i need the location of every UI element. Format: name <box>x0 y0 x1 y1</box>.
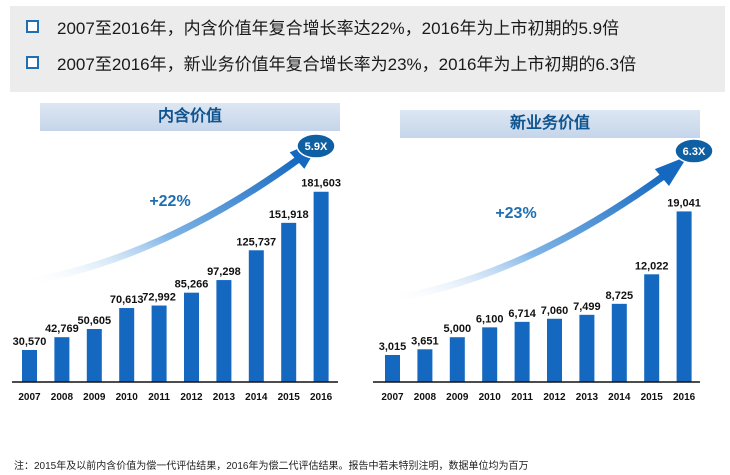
x-tick-label: 2009 <box>446 392 469 403</box>
bar-value-label: 125,737 <box>236 236 276 248</box>
growth-arrow-head <box>654 156 688 187</box>
bar-value-label: 42,769 <box>45 323 79 335</box>
bar-chart-2: +23% 3,015 2007 3,651 2008 5,000 2009 6,100 2010… <box>373 138 714 403</box>
x-tick-label: 2014 <box>608 392 631 403</box>
bar-value-label: 70,613 <box>110 294 144 306</box>
bar-value-label: 3,651 <box>411 335 439 347</box>
bar-value-label: 8,725 <box>606 290 634 302</box>
multiple-badge-label: 5.9X <box>305 141 328 153</box>
bar <box>514 321 530 382</box>
bar <box>119 308 135 382</box>
bar-value-label: 3,015 <box>379 341 407 353</box>
bar-value-label: 7,060 <box>541 305 569 317</box>
growth-rate-label: +23% <box>495 205 536 222</box>
x-tick-label: 2015 <box>641 392 664 403</box>
bar <box>644 274 660 382</box>
bar-value-label: 19,041 <box>667 197 701 209</box>
x-tick-label: 2012 <box>543 392 566 403</box>
x-tick-label: 2007 <box>381 392 404 403</box>
bullet-item: 2007至2016年，内含价值年复合增长率达22%，2016年为上市初期的5.9… <box>26 14 619 38</box>
x-tick-label: 2013 <box>213 392 236 403</box>
x-tick-label: 2009 <box>83 392 106 403</box>
multiple-badge-label: 6.3X <box>683 146 706 158</box>
x-tick-label: 2016 <box>673 392 696 403</box>
bar <box>281 222 297 382</box>
bar-value-label: 50,605 <box>77 315 111 327</box>
growth-arrow <box>381 171 669 304</box>
multiple-badge <box>296 133 336 159</box>
bar <box>482 327 498 382</box>
bar-value-label: 6,100 <box>476 313 504 325</box>
x-tick-label: 2010 <box>479 392 502 403</box>
bar-value-label: 72,992 <box>142 292 176 304</box>
bar <box>151 305 167 382</box>
x-tick-label: 2010 <box>116 392 139 403</box>
bar <box>313 191 329 382</box>
bullet-square-icon <box>26 19 39 33</box>
growth-arrow <box>18 154 304 287</box>
bullet-square-icon <box>26 55 39 69</box>
bar <box>676 211 692 382</box>
x-tick-label: 2015 <box>278 392 301 403</box>
bar <box>184 292 199 382</box>
x-tick-label: 2008 <box>51 392 74 403</box>
x-tick-label: 2012 <box>180 392 203 403</box>
bar <box>385 354 400 382</box>
bar <box>579 314 595 382</box>
bar <box>86 328 102 382</box>
bar-value-label: 12,022 <box>635 260 669 272</box>
bar-value-label: 181,603 <box>301 178 341 190</box>
growth-rate-label: +22% <box>149 193 190 210</box>
x-tick-label: 2011 <box>511 392 533 403</box>
bar-value-label: 85,266 <box>175 279 209 291</box>
bar <box>449 337 465 382</box>
summary-panel: 2007至2016年，内含价值年复合增长率达22%，2016年为上市初期的5.9… <box>10 6 725 92</box>
bar <box>248 250 264 382</box>
bar-value-label: 97,298 <box>207 266 241 278</box>
bar <box>417 349 433 382</box>
chart-title-vnb: 新业务价值 <box>400 110 700 138</box>
bar-value-label: 30,570 <box>13 336 47 348</box>
bullet-text: 2007至2016年，内含价值年复合增长率达22%，2016年为上市初期的5.9… <box>57 18 620 38</box>
bar-value-label: 7,499 <box>573 301 601 313</box>
x-tick-label: 2014 <box>245 392 268 403</box>
bar <box>611 303 627 382</box>
multiple-badge <box>674 138 714 164</box>
x-tick-label: 2013 <box>576 392 599 403</box>
x-tick-label: 2016 <box>310 392 333 403</box>
bar <box>54 337 70 382</box>
bar <box>216 280 232 382</box>
bar-value-label: 6,714 <box>508 308 536 320</box>
x-tick-label: 2007 <box>18 392 41 403</box>
bar <box>22 349 37 382</box>
chart-title-ev: 内含价值 <box>40 103 340 131</box>
x-tick-label: 2008 <box>414 392 437 403</box>
footnote: 注：2015年及以前内含价值为偿一代评估结果，2016年为偿二代评估结果。报告中… <box>14 461 529 472</box>
bar-chart-1: +22% 30,570 2007 42,769 2008 50,605 2009 70,613… <box>12 133 341 403</box>
bullet-text: 2007至2016年，新业务价值年复合增长率为23%，2016年为上市初期的6.… <box>57 54 637 74</box>
bar <box>547 318 562 382</box>
bullet-item: 2007至2016年，新业务价值年复合增长率为23%，2016年为上市初期的6.… <box>26 50 636 74</box>
x-tick-label: 2011 <box>148 392 170 403</box>
bar-value-label: 151,918 <box>269 209 309 221</box>
bar-value-label: 5,000 <box>444 323 472 335</box>
